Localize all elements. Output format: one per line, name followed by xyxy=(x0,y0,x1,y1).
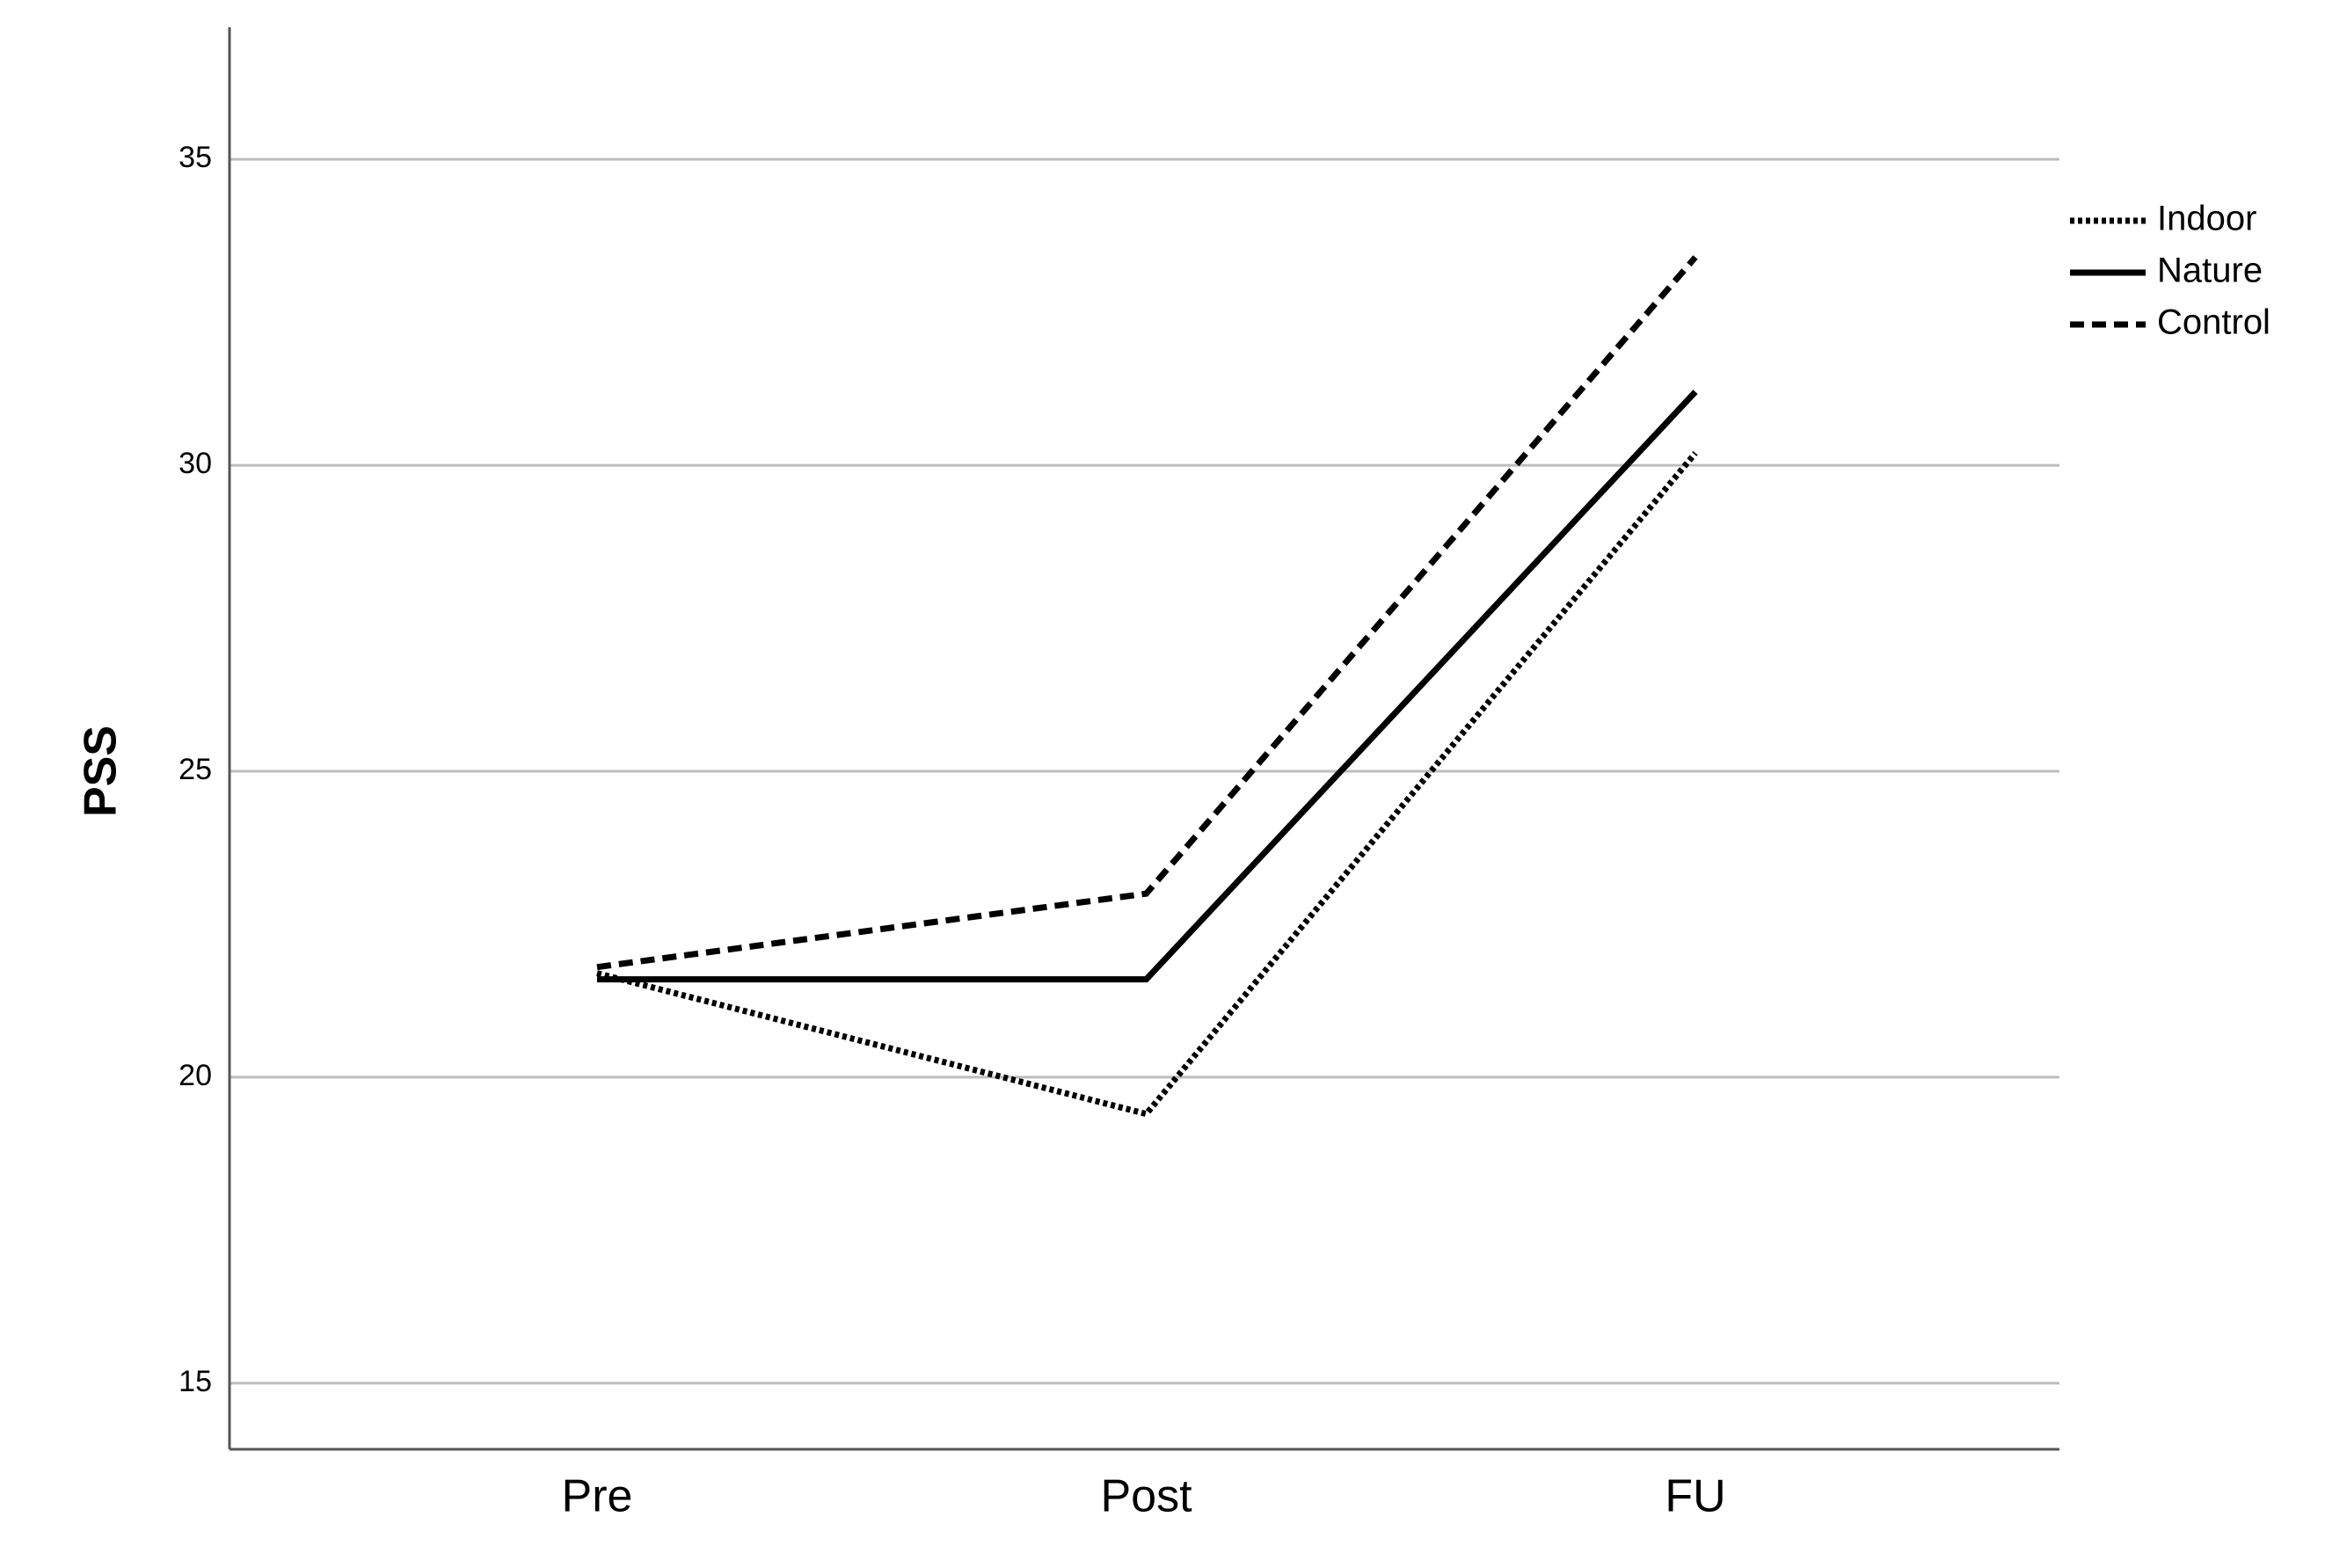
x-tick-label: FU xyxy=(1665,1471,1725,1522)
x-tick-label: Post xyxy=(1100,1471,1192,1522)
series-line xyxy=(596,450,1698,1118)
legend-label: Indoor xyxy=(2157,200,2256,238)
legend-label: Control xyxy=(2157,303,2270,342)
x-tick-label: Pre xyxy=(562,1471,633,1522)
y-tick-label: 30 xyxy=(179,447,212,480)
y-tick-label: 25 xyxy=(179,753,212,786)
y-tick-label: 35 xyxy=(179,141,212,174)
series-line xyxy=(596,255,1698,971)
series-line xyxy=(597,390,1698,983)
y-tick-label: 20 xyxy=(179,1059,212,1092)
legend-label: Nature xyxy=(2157,252,2263,290)
y-tick-label: 15 xyxy=(179,1365,212,1398)
y-axis-label: PSS xyxy=(76,726,127,817)
